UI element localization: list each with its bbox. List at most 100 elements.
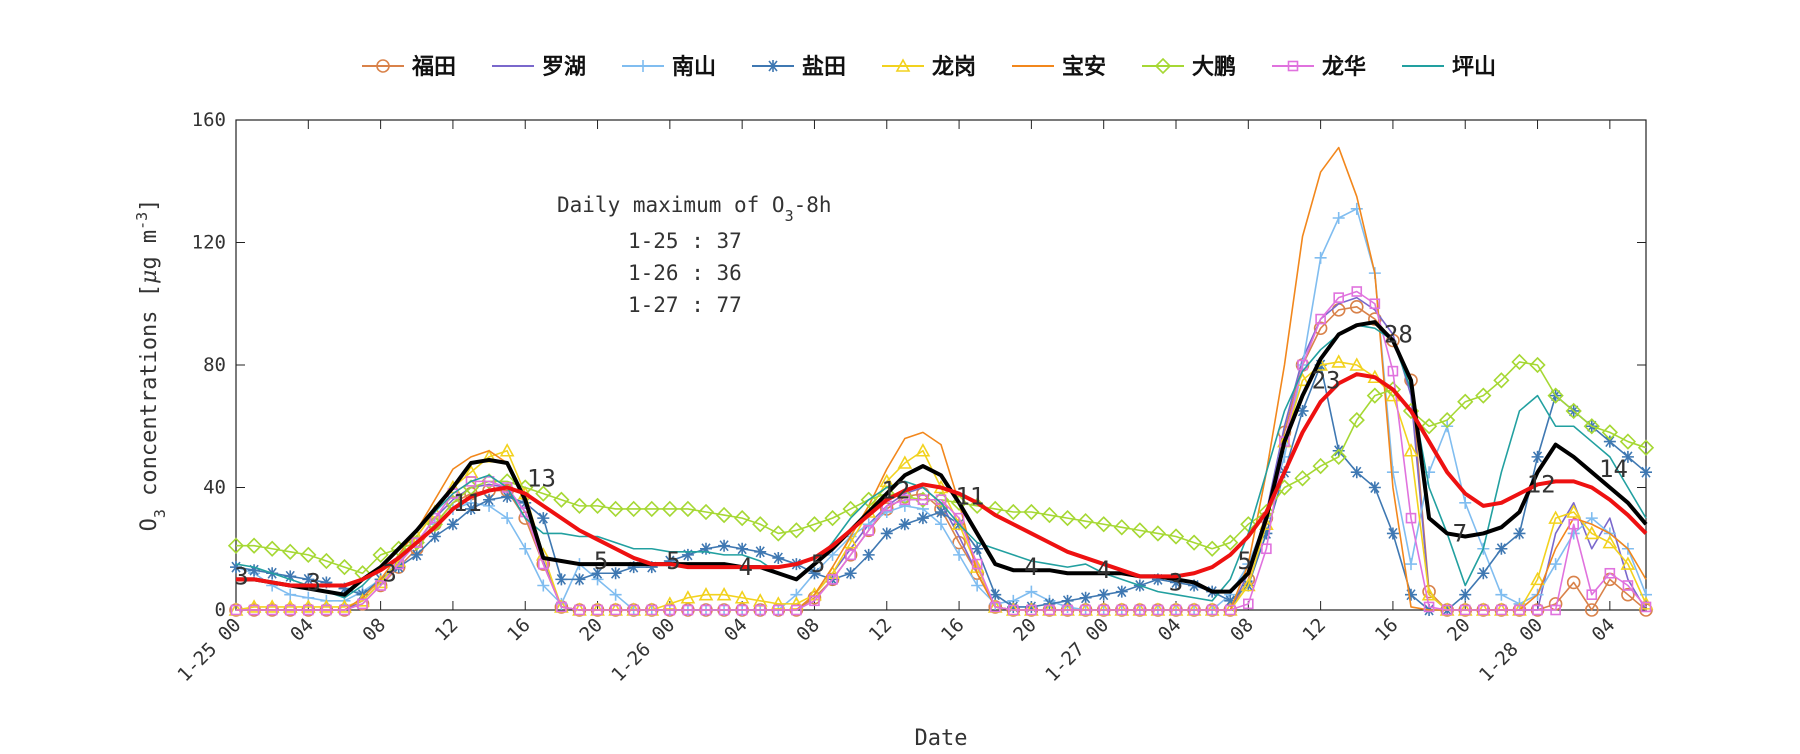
marker [1350,466,1363,479]
marker [697,503,715,521]
annotation: 4 [739,553,753,581]
marker [1097,588,1110,601]
marker [519,542,532,555]
annotation: 4 [1096,556,1110,584]
marker [736,542,749,555]
marker [1568,518,1579,530]
annotation: 3 [234,562,248,590]
marker [1188,579,1201,592]
marker [1116,604,1128,616]
marker [318,552,335,570]
marker [1603,435,1616,448]
legend-label: 大鹏 [1192,54,1236,80]
marker [1584,525,1600,540]
marker [1312,457,1329,475]
marker [950,494,968,511]
x-tick-label: 1-27 00 [1041,614,1113,686]
x-tick-label: 12 [1298,614,1330,646]
marker [501,490,514,503]
marker [754,545,767,558]
marker [392,561,405,574]
marker [1154,57,1172,75]
marker [772,551,785,564]
x-tick-label: 1-25 00 [173,614,245,686]
x-tick-label: 04 [1588,614,1620,646]
stats-line: 1-27 : 77 [628,293,742,317]
legend-label: 坪山 [1452,55,1496,80]
marker [1349,300,1364,314]
marker [1240,577,1256,592]
marker [1423,601,1435,613]
legend-label: 宝安 [1062,54,1106,80]
marker [1565,402,1582,420]
marker [754,604,766,616]
annotation: 11 [453,489,482,517]
x-tick-label: 04 [720,614,752,646]
marker [537,512,550,525]
marker [573,573,586,586]
marker [1550,604,1561,616]
annotation: 14 [1599,455,1628,483]
marker [1513,527,1526,540]
y-tick-label: 0 [215,599,226,621]
series-line [236,146,1647,611]
marker [1023,503,1040,521]
marker [1077,513,1094,530]
x-tick-label: 04 [286,614,318,646]
marker [1368,481,1381,494]
marker [681,548,694,561]
marker [282,599,298,613]
marker [627,561,640,574]
marker [537,579,550,592]
marker [1026,604,1037,616]
marker [1243,598,1254,610]
marker [338,582,351,595]
marker [1548,510,1563,524]
marker [246,599,262,613]
marker [1313,321,1328,336]
marker [553,491,570,508]
marker [1134,604,1146,616]
marker [1459,604,1471,616]
marker [1640,601,1652,613]
marker [917,494,929,506]
marker [1167,528,1185,545]
marker [716,587,732,601]
marker [1620,556,1636,570]
annotation: 5 [1237,547,1251,575]
marker [770,596,786,610]
marker [1185,534,1203,551]
marker [1477,567,1490,580]
y-tick-label: 80 [203,354,226,376]
annotation: 5 [811,550,825,578]
marker [1566,575,1581,590]
marker [1349,357,1365,371]
marker [1332,212,1345,224]
annotation: 3 [1169,568,1183,596]
y-axis-label-part: concentrations [ [137,284,162,509]
marker [266,604,278,616]
marker [645,561,658,574]
x-tick-label: 16 [1371,614,1403,646]
marker [284,570,297,583]
marker [643,500,660,518]
series [236,372,1648,588]
marker [465,476,477,487]
marker [429,512,441,524]
marker [935,518,947,531]
marker [1601,424,1618,441]
marker [1079,591,1092,604]
marker [680,590,696,604]
marker [806,516,823,533]
marker [1095,516,1112,533]
marker [1478,604,1489,616]
x-tick-label: 08 [1226,614,1258,646]
marker [1222,534,1239,551]
marker [1457,393,1474,410]
x-tick-label: 20 [575,614,607,646]
marker [895,58,911,72]
marker [767,60,779,72]
marker [718,539,731,552]
marker [1495,588,1508,601]
marker [1369,298,1381,310]
